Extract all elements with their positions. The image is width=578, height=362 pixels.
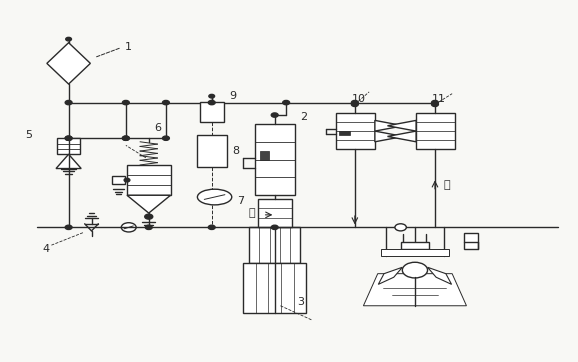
Circle shape: [65, 100, 72, 105]
Circle shape: [145, 225, 152, 230]
Circle shape: [65, 136, 72, 140]
Text: 7: 7: [238, 195, 244, 206]
Circle shape: [208, 100, 215, 105]
Bar: [199, 101, 224, 122]
Polygon shape: [375, 131, 403, 142]
Bar: [57, 138, 80, 154]
Bar: [380, 249, 449, 256]
Text: 1: 1: [125, 42, 132, 52]
Bar: [336, 113, 375, 149]
Ellipse shape: [198, 189, 232, 205]
Text: 关: 关: [249, 208, 255, 218]
Circle shape: [123, 136, 129, 140]
Bar: [112, 176, 125, 184]
Text: 2: 2: [301, 112, 307, 122]
Circle shape: [162, 100, 169, 105]
Text: 4: 4: [43, 244, 50, 254]
Polygon shape: [375, 121, 403, 131]
Bar: [243, 263, 306, 313]
Bar: [464, 233, 478, 249]
Circle shape: [162, 136, 169, 140]
Bar: [249, 227, 301, 263]
Text: 8: 8: [232, 146, 239, 156]
Circle shape: [124, 178, 130, 182]
Circle shape: [65, 225, 72, 230]
Circle shape: [271, 113, 278, 117]
Bar: [401, 241, 429, 249]
Bar: [339, 131, 350, 135]
Circle shape: [208, 225, 215, 230]
Circle shape: [121, 223, 136, 232]
Circle shape: [351, 100, 358, 105]
Circle shape: [432, 100, 438, 105]
Text: 3: 3: [298, 297, 305, 307]
Bar: [197, 135, 227, 167]
Text: 关: 关: [443, 180, 450, 190]
Text: 9: 9: [229, 91, 236, 101]
Polygon shape: [387, 121, 416, 131]
Bar: [260, 151, 269, 160]
Polygon shape: [47, 43, 90, 84]
Circle shape: [123, 100, 129, 105]
Polygon shape: [387, 131, 416, 142]
Polygon shape: [56, 154, 81, 169]
Polygon shape: [364, 274, 466, 306]
Circle shape: [144, 214, 153, 219]
Text: 6: 6: [154, 122, 161, 132]
Circle shape: [395, 224, 406, 231]
Polygon shape: [379, 267, 402, 285]
Polygon shape: [127, 195, 171, 213]
Circle shape: [66, 37, 72, 41]
Text: 5: 5: [25, 130, 33, 140]
Bar: [258, 199, 292, 227]
Text: 11: 11: [432, 94, 446, 104]
Bar: [416, 113, 455, 149]
Circle shape: [402, 262, 428, 278]
Circle shape: [432, 102, 438, 106]
Circle shape: [209, 94, 214, 98]
Bar: [255, 124, 295, 195]
Bar: [127, 165, 171, 195]
Circle shape: [123, 136, 129, 140]
Circle shape: [283, 100, 290, 105]
Circle shape: [351, 102, 358, 106]
Circle shape: [65, 136, 72, 140]
Text: 10: 10: [352, 94, 366, 104]
Circle shape: [271, 225, 278, 230]
Polygon shape: [428, 267, 451, 285]
